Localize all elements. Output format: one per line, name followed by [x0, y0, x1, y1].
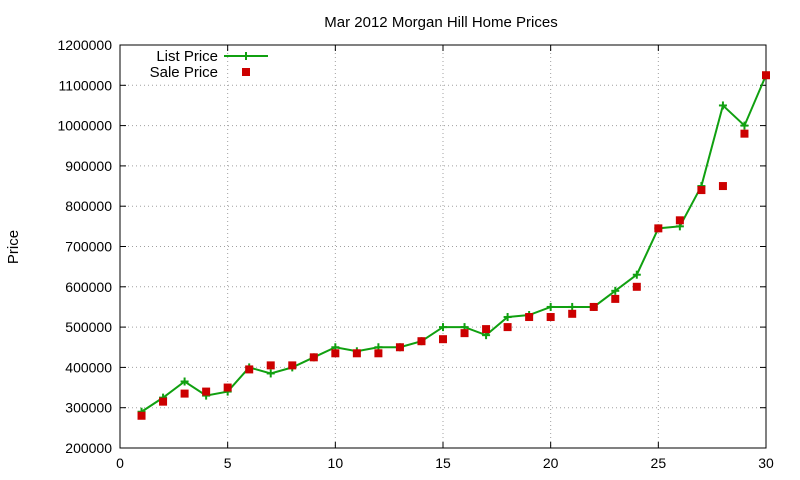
sale-price-point — [309, 353, 318, 362]
y-tick-label: 900000 — [65, 158, 112, 174]
y-tick-label: 200000 — [65, 440, 112, 456]
sale-price-point — [374, 349, 383, 358]
list-price-point — [740, 121, 749, 130]
chart-title: Mar 2012 Morgan Hill Home Prices — [324, 14, 557, 31]
series — [137, 71, 770, 420]
sale-price-point — [395, 343, 404, 352]
y-tick-label: 500000 — [65, 319, 112, 335]
sale-price-point — [589, 302, 598, 311]
y-tick-label: 600000 — [65, 279, 112, 295]
sale-price-point — [159, 397, 168, 406]
x-tick-label: 25 — [651, 455, 667, 471]
legend-marker-list-price — [242, 52, 250, 60]
sale-price-point — [568, 309, 577, 318]
y-tick-label: 1100000 — [59, 77, 113, 93]
sale-price-point — [180, 389, 189, 398]
sale-price-point — [503, 323, 512, 332]
sale-price-point — [482, 325, 491, 334]
legend-marker-sale-price — [242, 68, 250, 76]
y-tick-label: 400000 — [65, 359, 112, 375]
sale-price-point — [697, 186, 706, 195]
sale-price-point — [611, 294, 620, 303]
sale-price-point — [245, 365, 254, 374]
sale-price-point — [654, 224, 663, 233]
sale-price-point — [740, 129, 749, 138]
sale-price-point — [525, 313, 534, 322]
sale-price-point — [762, 71, 770, 80]
sale-price-point — [718, 182, 727, 191]
list-price-point — [718, 101, 727, 110]
axes: 0 5 10 15 20 25 30 200000 300000 400000 500000 6000… — [57, 37, 774, 471]
list-price-point — [439, 323, 447, 332]
sale-price-point — [460, 329, 469, 338]
sale-price-point — [352, 349, 361, 358]
list-price-point — [503, 313, 512, 322]
sale-price-point — [223, 383, 232, 392]
grid-lines — [120, 45, 766, 448]
list-price-point — [611, 286, 620, 295]
sale-price-point — [331, 349, 340, 358]
x-tick-label: 10 — [328, 455, 344, 471]
sale-price-point — [546, 313, 555, 322]
y-tick-label: 800000 — [65, 198, 112, 214]
x-tick-label: 0 — [116, 455, 124, 471]
list-price-point — [632, 270, 641, 279]
list-price-point — [180, 377, 189, 386]
x-tick-label: 30 — [758, 455, 774, 471]
list-price-point — [568, 302, 577, 311]
sale-price-point — [417, 337, 426, 346]
y-tick-label: 1000000 — [57, 118, 112, 134]
sale-price-point — [632, 282, 641, 291]
sale-price-point — [202, 387, 211, 396]
sale-price-point — [439, 335, 447, 344]
sale-price-point — [675, 216, 684, 225]
y-tick-label: 300000 — [65, 400, 112, 416]
sale-price-point — [288, 361, 297, 370]
sale-price-point — [137, 411, 146, 420]
sale-price-point — [266, 361, 275, 370]
list-price-point — [266, 369, 275, 378]
y-tick-label: 700000 — [65, 239, 112, 255]
y-tick-label: 1200000 — [57, 37, 112, 53]
legend-label-list-price: List Price — [156, 48, 218, 65]
list-price-point — [546, 302, 555, 311]
legend-label-sale-price: Sale Price — [150, 64, 218, 81]
x-tick-label: 15 — [435, 455, 451, 471]
x-tick-label: 5 — [224, 455, 232, 471]
y-axis-label: Price — [5, 230, 22, 264]
x-tick-label: 20 — [543, 455, 559, 471]
